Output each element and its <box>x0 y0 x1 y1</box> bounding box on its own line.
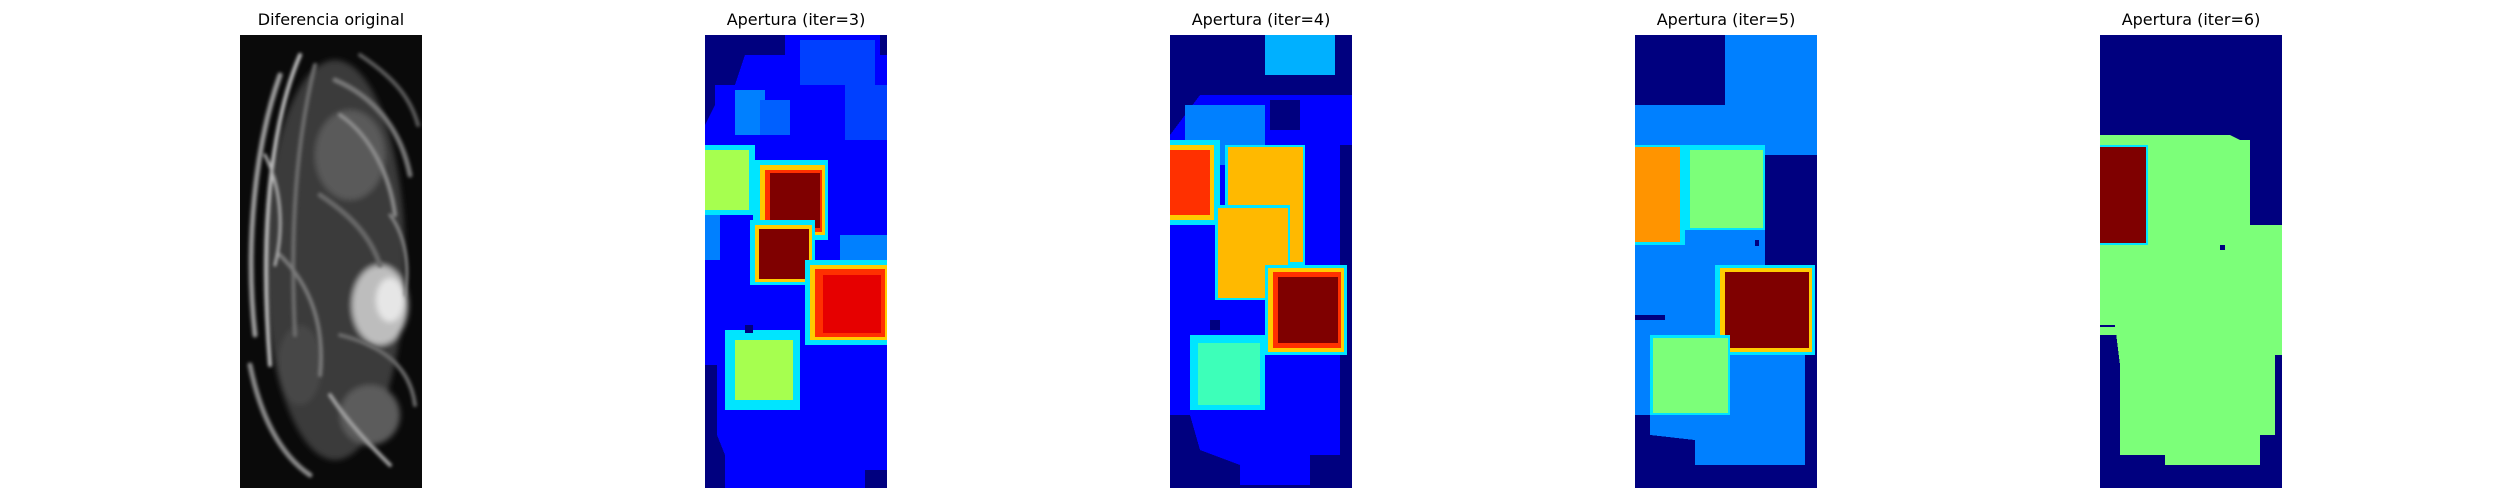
panel-title: Apertura (iter=6) <box>2121 10 2261 29</box>
panel-title: Apertura (iter=4) <box>1191 10 1331 29</box>
panel-title: Apertura (iter=5) <box>1656 10 1796 29</box>
panel-title: Diferencia original <box>257 10 405 29</box>
panel-opening-iter-5: Apertura (iter=5) <box>1635 0 1817 500</box>
panel-opening-iter-6: Apertura (iter=6) <box>2100 0 2282 500</box>
opening-image-iter-5 <box>1635 35 1817 488</box>
opening-image-iter-6 <box>2100 35 2282 488</box>
panel-title: Apertura (iter=3) <box>726 10 866 29</box>
panel-opening-iter-4: Apertura (iter=4) <box>1170 0 1352 500</box>
panel-original: Diferencia original <box>240 0 422 500</box>
opening-image-iter-3 <box>705 35 887 488</box>
panel-opening-iter-3: Apertura (iter=3) <box>705 0 887 500</box>
grayscale-image <box>240 35 422 488</box>
opening-image-iter-4 <box>1170 35 1352 488</box>
